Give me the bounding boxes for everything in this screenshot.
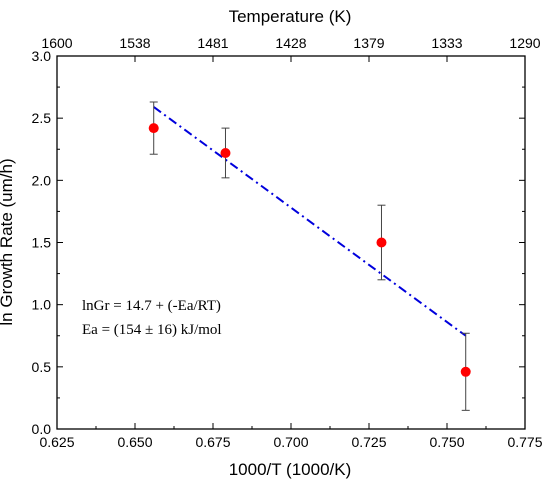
data-point	[148, 123, 159, 134]
top-axis-title: Temperature (K)	[229, 7, 352, 26]
y-axis-title: ln Growth Rate (um/h)	[0, 158, 16, 325]
y-tick-label: 2.0	[32, 172, 52, 188]
top-tick-label: 1333	[431, 35, 462, 51]
x-tick-label: 0.725	[351, 434, 386, 450]
fit-line	[153, 106, 467, 337]
plot-frame	[56, 55, 526, 430]
fit-equation-annotation: lnGr = 14.7 + (-Ea/RT)	[82, 298, 221, 314]
x-tick-label: 0.650	[117, 434, 152, 450]
x-tick-label: 0.625	[39, 434, 74, 450]
y-tick-label: 2.5	[32, 110, 52, 126]
chart-marks: 0.625 0.650 0.675 0.700 0.725 0.750 0.775 0.0 0.…	[32, 35, 543, 450]
x-tick-label: 0.775	[507, 434, 542, 450]
activation-energy-annotation: Ea = (154 ± 16) kJ/mol	[82, 322, 222, 338]
data-point	[460, 366, 471, 377]
x-tick-label: 0.700	[273, 434, 308, 450]
top-tick-label: 1600	[41, 35, 72, 51]
data-point	[220, 147, 231, 158]
top-tick-label: 1481	[197, 35, 228, 51]
x-tick-label: 0.750	[429, 434, 464, 450]
y-tick-label: 1.5	[32, 235, 52, 251]
top-tick-label: 1290	[509, 35, 540, 51]
top-tick-label: 1379	[353, 35, 384, 51]
x-tick-label: 0.675	[195, 434, 230, 450]
y-tick-label: 1.0	[32, 297, 52, 313]
y-tick-label: 3.0	[32, 48, 52, 64]
top-tick-label: 1428	[275, 35, 306, 51]
y-tick-label: 0.5	[32, 359, 52, 375]
top-tick-label: 1538	[119, 35, 150, 51]
y-tick-label: 0.0	[32, 421, 52, 437]
x-axis-title: 1000/T (1000/K)	[229, 460, 352, 479]
data-point	[376, 237, 387, 248]
